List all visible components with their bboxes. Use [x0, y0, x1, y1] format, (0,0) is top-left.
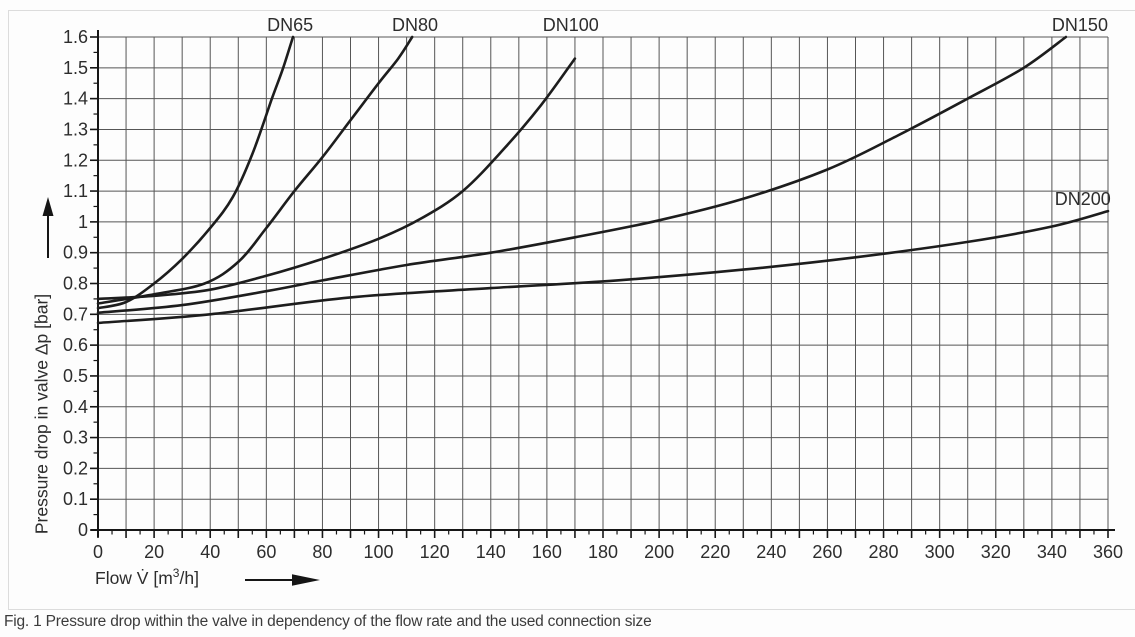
grid	[98, 36, 1109, 530]
curve-dn65	[96, 35, 295, 310]
x-tick-label: 60	[256, 542, 276, 562]
x-axis-arrow-icon	[245, 574, 320, 586]
curve-dn100	[96, 57, 577, 301]
series-label-dn200: DN200	[1055, 189, 1111, 209]
y-axis-arrow-icon	[42, 197, 54, 258]
series-labels: DN65 DN80 DN100 DN150 DN200	[267, 15, 1111, 209]
x-tick-label: 340	[1037, 542, 1067, 562]
curve-dn80	[96, 35, 414, 305]
curve-dn150	[96, 35, 1068, 315]
y-tick-label: 0.5	[63, 366, 88, 386]
x-tick-label: 0	[93, 542, 103, 562]
y-axis-title: Pressure drop in valve Δp [bar]	[31, 293, 52, 535]
series-label-dn150: DN150	[1052, 15, 1108, 35]
curve-dn200	[96, 209, 1110, 325]
figure-caption: Fig. 1 Pressure drop within the valve in…	[4, 613, 652, 630]
x-tick-label: 300	[925, 542, 955, 562]
axis-ticks	[90, 36, 1109, 538]
y-tick-label: 1.5	[63, 58, 88, 78]
y-tick-label: 0.9	[63, 243, 88, 263]
y-tick-label: 1.3	[63, 119, 88, 139]
x-tick-label: 80	[312, 542, 332, 562]
x-tick-label: 320	[981, 542, 1011, 562]
series-label-dn65: DN65	[267, 15, 313, 35]
x-tick-label: 40	[200, 542, 220, 562]
x-tick-label: 200	[644, 542, 674, 562]
x-axis-title-pre: Flow V̇ [m	[95, 567, 173, 588]
x-tick-label: 180	[588, 542, 618, 562]
curves	[96, 35, 1110, 325]
y-tick-label: 0.8	[63, 274, 88, 294]
x-tick-label: 160	[532, 542, 562, 562]
x-tick-label: 120	[420, 542, 450, 562]
x-tick-label: 360	[1093, 542, 1123, 562]
y-tick-label: 0.2	[63, 458, 88, 478]
y-tick-label: 1.2	[63, 150, 88, 170]
x-tick-label: 20	[144, 542, 164, 562]
y-tick-label: 1	[78, 212, 88, 232]
series-label-dn100: DN100	[543, 15, 599, 35]
y-tick-label: 1.4	[63, 89, 88, 109]
x-axis-title-sup: 3	[172, 566, 180, 580]
tick-labels: 0 20 40 60 80 100 120 140 160 180 200 220 240 260 280 3…	[63, 27, 1123, 562]
y-tick-label: 0.7	[63, 304, 88, 324]
x-tick-label: 220	[700, 542, 730, 562]
x-tick-label: 240	[756, 542, 786, 562]
x-axis-title: Flow V̇ [m3/h]	[95, 566, 199, 589]
x-axis-title-post: /h]	[179, 567, 199, 588]
series-label-dn80: DN80	[392, 15, 438, 35]
x-tick-label: 100	[364, 542, 394, 562]
y-tick-label: 0.4	[63, 397, 88, 417]
figure-card	[8, 10, 1135, 610]
y-tick-label: 1.1	[63, 181, 88, 201]
y-tick-label: 0	[78, 520, 88, 540]
x-tick-label: 280	[869, 542, 899, 562]
x-tick-label: 140	[476, 542, 506, 562]
y-tick-label: 0.1	[63, 489, 88, 509]
y-tick-label: 0.6	[63, 335, 88, 355]
y-tick-label: 1.6	[63, 27, 88, 47]
y-tick-label: 0.3	[63, 428, 88, 448]
x-tick-label: 260	[812, 542, 842, 562]
